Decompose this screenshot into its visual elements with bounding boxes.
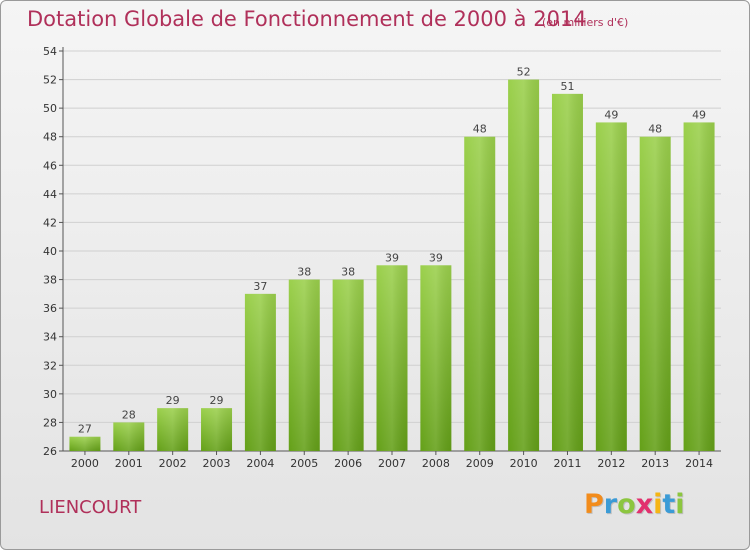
bar-shade <box>113 422 145 451</box>
x-tick-label: 2002 <box>159 457 187 470</box>
data-label: 27 <box>78 423 92 436</box>
data-label: 29 <box>210 394 224 407</box>
bar-shade <box>201 408 233 451</box>
data-label: 48 <box>473 123 487 136</box>
x-tick-label: 2009 <box>466 457 494 470</box>
y-tick-label: 40 <box>43 245 57 258</box>
x-tick-label: 2014 <box>685 457 713 470</box>
data-label: 49 <box>692 108 706 121</box>
data-label: 39 <box>429 251 443 264</box>
logo-letter: i <box>675 489 685 520</box>
logo-letter: x <box>635 489 654 520</box>
commune-name: LIENCOURT <box>39 497 142 518</box>
bar-shade <box>508 79 540 452</box>
data-label: 52 <box>517 66 531 79</box>
y-tick-label: 44 <box>43 188 57 201</box>
bar-shade <box>595 122 627 451</box>
data-label: 48 <box>648 123 662 136</box>
logo-letter: t <box>662 489 676 520</box>
bar-shade <box>639 136 671 451</box>
bar-shade <box>157 408 189 451</box>
data-label: 51 <box>560 80 574 93</box>
x-tick-label: 2013 <box>641 457 669 470</box>
data-label: 29 <box>166 394 180 407</box>
x-tick-label: 2012 <box>597 457 625 470</box>
logo-letter: o <box>617 489 636 520</box>
x-tick-label: 2008 <box>422 457 450 470</box>
y-tick-label: 26 <box>43 445 57 458</box>
bar-shade <box>420 265 452 451</box>
data-label: 38 <box>297 266 311 279</box>
proxiti-logo[interactable]: Proxiti <box>584 489 685 520</box>
x-tick-label: 2007 <box>378 457 406 470</box>
y-tick-label: 28 <box>43 416 57 429</box>
y-tick-label: 36 <box>43 302 57 315</box>
data-label: 49 <box>604 108 618 121</box>
bar-shade <box>288 279 320 451</box>
y-tick-label: 30 <box>43 388 57 401</box>
bar-shade <box>464 136 496 451</box>
chart-subtitle: (en milliers d'€) <box>542 16 629 29</box>
data-label: 28 <box>122 408 136 421</box>
x-tick-label: 2006 <box>334 457 362 470</box>
data-label: 39 <box>385 251 399 264</box>
bar-shade <box>551 93 583 451</box>
x-tick-label: 2005 <box>290 457 318 470</box>
y-tick-label: 38 <box>43 274 57 287</box>
y-tick-label: 34 <box>43 331 57 344</box>
x-tick-label: 2003 <box>203 457 231 470</box>
y-tick-label: 42 <box>43 216 57 229</box>
y-tick-label: 52 <box>43 74 57 87</box>
y-tick-label: 48 <box>43 131 57 144</box>
y-tick-label: 46 <box>43 159 57 172</box>
y-tick-label: 54 <box>43 45 57 58</box>
x-tick-label: 2000 <box>71 457 99 470</box>
logo-letter: P <box>584 489 604 520</box>
logo-letter: i <box>653 489 663 520</box>
x-tick-label: 2001 <box>115 457 143 470</box>
data-label: 38 <box>341 266 355 279</box>
bar-shade <box>683 122 715 451</box>
x-tick-label: 2004 <box>246 457 274 470</box>
x-tick-label: 2010 <box>510 457 538 470</box>
bar-shade <box>244 293 276 451</box>
data-label: 37 <box>253 280 267 293</box>
logo-letter: r <box>603 489 618 520</box>
x-tick-label: 2011 <box>553 457 581 470</box>
chart-title: Dotation Globale de Fonctionnement de 20… <box>27 7 587 31</box>
data-labels: 27 28 29 29 37 38 38 39 39 48 52 51 49 48 49 <box>78 66 706 436</box>
y-tick-label: 50 <box>43 102 57 115</box>
bars <box>69 79 715 452</box>
bar-shade <box>332 279 364 451</box>
bar-shade <box>69 436 101 451</box>
bar-shade <box>376 265 408 451</box>
y-tick-label: 32 <box>43 359 57 372</box>
